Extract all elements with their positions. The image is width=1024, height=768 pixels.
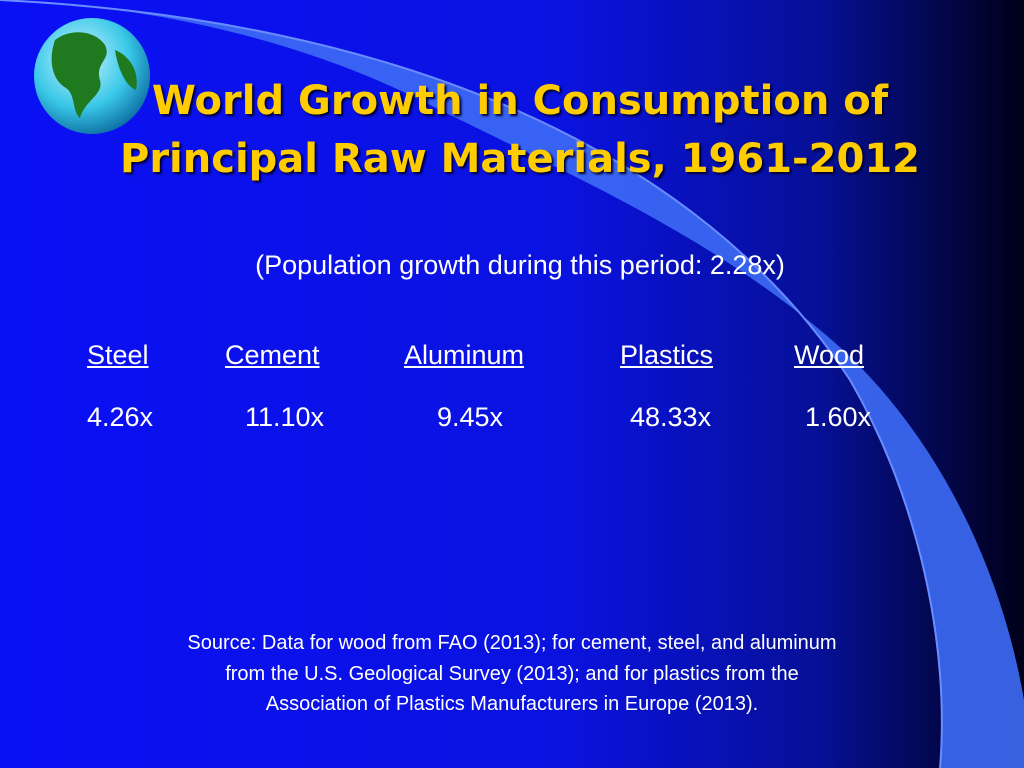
- source-line: Association of Plastics Manufacturers in…: [265, 693, 759, 715]
- growth-value: 4.26x: [87, 402, 154, 432]
- globe-icon: [34, 18, 150, 134]
- column-header: Plastics: [620, 340, 714, 370]
- column-header: Wood: [794, 340, 865, 370]
- source-line: from the U.S. Geological Survey (2013); …: [225, 663, 799, 685]
- subtitle: (Population growth during this period: 2…: [255, 250, 785, 280]
- title-line: World Growth in Consumption of: [151, 78, 889, 124]
- column-header: Steel: [87, 340, 149, 370]
- source-line: Source: Data for wood from FAO (2013); f…: [187, 632, 837, 654]
- column-header: Cement: [225, 340, 320, 370]
- title-line: Principal Raw Materials, 1961-2012: [120, 136, 920, 182]
- swoosh-edge: [0, 0, 943, 768]
- column-header: Aluminum: [404, 340, 525, 370]
- growth-value: 48.33x: [630, 402, 712, 432]
- growth-value: 1.60x: [805, 402, 872, 432]
- growth-value: 11.10x: [245, 402, 325, 432]
- growth-value: 9.45x: [437, 402, 504, 432]
